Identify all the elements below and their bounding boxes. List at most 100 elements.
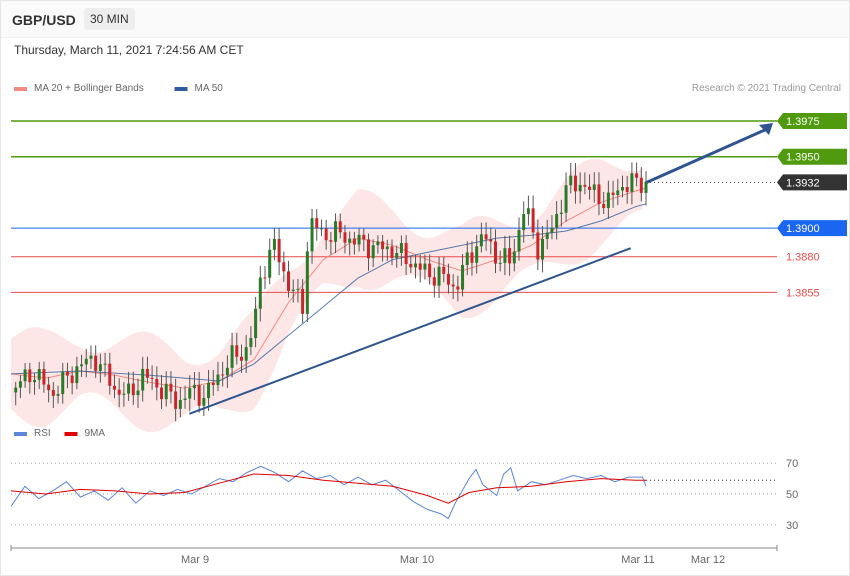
candle-131 [630, 162, 634, 205]
candle-126 [606, 180, 610, 219]
candle-66 [324, 219, 328, 250]
candle-body-41 [207, 382, 211, 399]
candle-body-111 [536, 232, 540, 260]
candle-body-116 [559, 212, 563, 214]
candle-body-73 [357, 234, 361, 245]
candle-body-25 [131, 383, 135, 396]
candle-body-86 [418, 263, 422, 270]
candle-129 [620, 175, 624, 198]
candle-34 [174, 378, 178, 422]
level-label-1: 1.3950 [786, 152, 820, 164]
candle-body-53 [263, 277, 267, 279]
candle-body-68 [334, 221, 338, 242]
candle-0 [14, 381, 18, 406]
candle-body-40 [202, 398, 206, 406]
candle-8 [51, 382, 55, 408]
candle-body-123 [592, 184, 596, 190]
candle-body-103 [498, 262, 502, 264]
candle-body-42 [211, 382, 215, 386]
candle-75 [366, 233, 370, 271]
level-tag-3 [777, 220, 847, 237]
candle-body-32 [164, 383, 168, 400]
candle-48 [239, 344, 243, 373]
rsi-tick-0: 70 [786, 458, 798, 470]
candle-123 [592, 172, 596, 203]
candle-14 [80, 354, 84, 377]
candle-125 [602, 191, 606, 215]
candle-body-28 [145, 368, 149, 378]
candle-body-101 [489, 239, 493, 242]
candle-95 [461, 254, 465, 297]
candle-88 [428, 254, 432, 285]
candle-body-96 [465, 252, 469, 265]
candle-body-125 [602, 203, 606, 209]
rsi-line [10, 465, 647, 520]
candle-50 [249, 326, 253, 356]
candle-body-65 [319, 228, 323, 230]
candle-body-27 [141, 368, 145, 391]
candle-body-48 [239, 356, 243, 361]
candle-23 [122, 382, 126, 407]
candle-69 [338, 213, 342, 239]
rsi-ma-line [10, 473, 646, 504]
candle-132 [635, 162, 639, 187]
rsi-tick-2: 30 [786, 520, 798, 532]
price-legend-swatch-0 [14, 87, 27, 91]
candle-body-132 [635, 173, 639, 178]
x-tick-1: Mar 10 [400, 554, 434, 566]
candle-body-77 [376, 241, 380, 246]
candle-32 [164, 371, 168, 407]
candle-body-9 [56, 394, 60, 396]
timeframe-badge[interactable]: 30 MIN [84, 8, 135, 30]
candle-body-93 [451, 284, 455, 287]
candle-56 [277, 228, 281, 276]
candle-body-44 [221, 374, 225, 376]
candle-body-45 [225, 367, 229, 376]
candle-body-4 [33, 379, 37, 383]
candle-body-17 [94, 355, 98, 371]
candle-15 [84, 348, 88, 378]
candle-26 [136, 378, 140, 408]
price-legend-label-0: MA 20 + Bollinger Bands [34, 83, 144, 94]
candle-17 [94, 345, 98, 378]
candle-130 [625, 175, 629, 204]
candle-body-12 [70, 375, 74, 384]
candle-107 [517, 217, 521, 261]
candle-body-67 [329, 240, 333, 242]
candle-63 [310, 208, 314, 264]
candle-body-34 [174, 391, 178, 409]
candle-body-85 [414, 263, 418, 268]
candle-body-83 [404, 243, 408, 264]
candle-body-91 [442, 266, 446, 274]
candle-body-5 [37, 369, 41, 380]
price-legend-swatch-1 [174, 87, 188, 91]
candle-21 [112, 374, 116, 399]
level-label-3: 1.3900 [786, 223, 820, 235]
candle-body-88 [428, 263, 432, 278]
candle-body-100 [484, 234, 488, 240]
x-tick-2: Mar 11 [621, 554, 654, 566]
candle-53 [263, 266, 267, 290]
candle-body-51 [254, 308, 258, 339]
candle-128 [616, 178, 620, 206]
candle-body-115 [555, 213, 559, 228]
candle-16 [89, 345, 93, 369]
candle-47 [235, 332, 239, 365]
candle-body-35 [178, 399, 182, 409]
candle-body-105 [508, 248, 512, 264]
candle-102 [493, 229, 497, 274]
candle-body-63 [310, 218, 314, 252]
candle-body-109 [526, 208, 530, 215]
projection-arrow-head [759, 123, 773, 135]
candle-body-46 [230, 345, 234, 368]
candle-52 [258, 265, 262, 322]
candle-4 [33, 372, 37, 395]
candle-body-3 [28, 369, 32, 383]
rsi-tick-1: 50 [786, 489, 798, 501]
candle-118 [569, 162, 573, 194]
candle-body-50 [249, 338, 253, 348]
candle-body-106 [512, 251, 516, 264]
candle-body-112 [541, 238, 545, 260]
candle-body-84 [409, 263, 413, 268]
candle-body-23 [122, 393, 126, 395]
